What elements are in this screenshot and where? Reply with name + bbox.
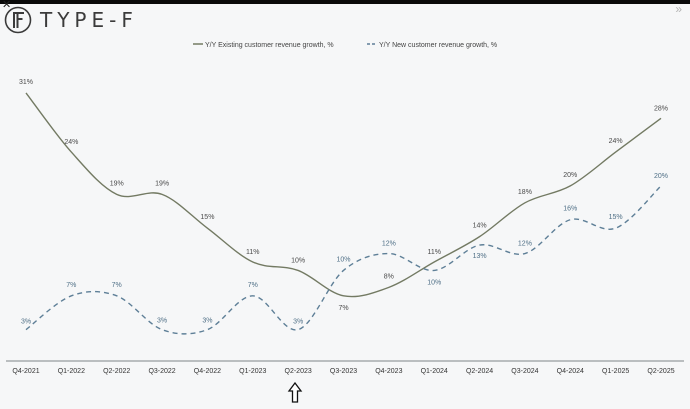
x-tick-label: Q3-2022 [148, 368, 175, 375]
data-label-existing: 19% [110, 180, 124, 187]
x-tick-label: Q1-2024 [421, 368, 448, 375]
close-icon[interactable]: ✕ [2, 0, 12, 11]
data-label-new: 20% [654, 173, 668, 180]
data-label-new: 15% [609, 214, 623, 221]
brand-name: TYPE-F [40, 8, 138, 32]
chart-legend: Y/Y Existing customer revenue growth, % Y… [193, 42, 497, 49]
x-tick-label: Q4-2023 [375, 368, 402, 375]
data-label-existing: 8% [384, 273, 394, 280]
data-label-existing: 31% [19, 79, 33, 86]
data-label-existing: 11% [246, 249, 260, 256]
data-label-existing: 18% [518, 189, 532, 196]
data-label-existing: 15% [200, 214, 214, 221]
x-tick-label: Q2-2023 [285, 368, 312, 375]
data-label-existing: 24% [64, 139, 78, 146]
x-tick-label: Q1-2022 [58, 368, 85, 375]
x-tick-label: Q1-2025 [602, 368, 629, 375]
expand-icon[interactable]: » [675, 2, 682, 16]
data-label-existing: 24% [609, 138, 623, 145]
arrow-cursor-icon [287, 382, 303, 403]
brand-logo: TYPE-F [4, 6, 138, 34]
legend-label-new: Y/Y New customer revenue growth, % [379, 42, 497, 49]
data-label-existing: 7% [338, 305, 348, 312]
data-label-existing: 10% [291, 257, 305, 264]
data-label-new: 3% [202, 318, 212, 325]
data-label-existing: 20% [563, 172, 577, 179]
data-label-new: 12% [518, 241, 532, 248]
data-label-new: 13% [473, 253, 487, 260]
x-tick-label: Q3-2023 [330, 368, 357, 375]
data-label-new: 7% [248, 282, 258, 289]
data-label-new: 10% [427, 279, 441, 286]
type-f-logo-icon [4, 6, 32, 34]
data-label-existing: 14% [473, 223, 487, 230]
x-tick-label: Q4-2022 [194, 368, 221, 375]
top-bar [0, 0, 690, 4]
series-line-existing [25, 92, 662, 298]
x-tick-label: Q4-2021 [12, 368, 39, 375]
data-label-new: 7% [66, 282, 76, 289]
data-label-new: 3% [21, 319, 31, 326]
data-label-new: 10% [336, 256, 350, 263]
x-tick-label: Q2-2022 [103, 368, 130, 375]
data-label-new: 7% [112, 282, 122, 289]
series-line-new [25, 185, 662, 335]
data-label-existing: 11% [427, 249, 441, 256]
data-label-existing: 28% [654, 105, 668, 112]
x-tick-label: Q3-2024 [511, 368, 538, 375]
data-label-new: 3% [293, 319, 303, 326]
data-label-new: 16% [563, 206, 577, 213]
data-label-new: 3% [157, 318, 167, 325]
x-tick-label: Q1-2023 [239, 368, 266, 375]
x-tick-label: Q2-2025 [647, 368, 674, 375]
data-label-existing: 19% [155, 180, 169, 187]
x-tick-label: Q2-2024 [466, 368, 493, 375]
x-tick-label: Q4-2024 [557, 368, 584, 375]
data-label-new: 12% [382, 241, 396, 248]
legend-label-existing: Y/Y Existing customer revenue growth, % [205, 42, 334, 49]
